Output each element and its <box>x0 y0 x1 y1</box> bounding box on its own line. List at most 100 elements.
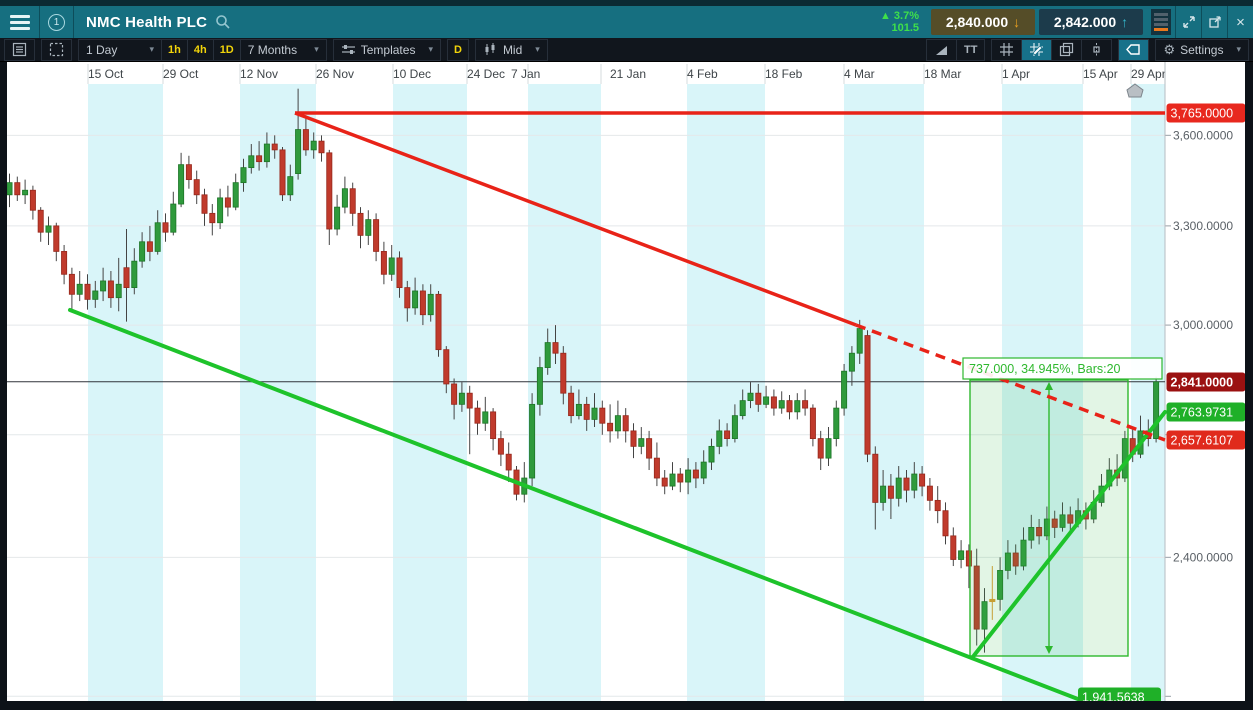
close-button[interactable]: × <box>1227 6 1253 38</box>
candle <box>716 430 723 447</box>
search-icon[interactable] <box>215 14 231 30</box>
templates-label: Templates <box>360 42 416 57</box>
main-menu-button[interactable] <box>0 6 40 38</box>
popout-window-button[interactable] <box>1201 6 1227 38</box>
depth-bar-active-icon <box>1154 28 1168 31</box>
expand-window-button[interactable] <box>1175 6 1201 38</box>
candle <box>326 152 333 230</box>
stripes-layer <box>87 64 1166 701</box>
order-ticket-button[interactable] <box>4 38 35 61</box>
change-percent: 3.7% <box>893 10 919 22</box>
candle <box>61 251 68 275</box>
candle <box>926 485 933 501</box>
candle <box>942 510 949 537</box>
layout-grid-button[interactable] <box>41 38 72 61</box>
depth-bar-icon <box>1154 18 1168 21</box>
candle <box>880 485 887 503</box>
period-dropdown[interactable]: 1 Day ▾ <box>78 38 162 61</box>
buy-price-button[interactable]: 2,842.000 ↑ <box>1039 9 1143 35</box>
x-axis-label: 18 Mar <box>924 67 961 81</box>
timeframe-1d-button[interactable]: 1D <box>213 38 241 61</box>
x-axis-label: 15 Oct <box>88 67 124 81</box>
measurement-annotation[interactable]: 737.000, 34.945%, Bars:20 <box>962 357 1163 380</box>
candle <box>217 197 224 224</box>
text-tool-button[interactable]: TT <box>957 38 986 61</box>
drawing-tools-button[interactable] <box>1022 38 1053 61</box>
price-badge <box>1166 402 1246 422</box>
cursor-pentagon-icon <box>1126 44 1141 55</box>
x-axis-label: 1 Apr <box>1002 67 1030 81</box>
candle <box>599 407 606 424</box>
candle <box>107 280 114 299</box>
candle <box>965 550 972 567</box>
support-trendlines[interactable] <box>68 308 1167 703</box>
price-badge <box>1166 103 1246 123</box>
candle <box>1028 527 1035 541</box>
hamburger-icon <box>9 14 30 18</box>
timeframe-4h-button[interactable]: 4h <box>187 38 214 61</box>
instrument-info-button[interactable]: 1 <box>40 6 74 38</box>
candle <box>357 212 364 236</box>
candle <box>1012 552 1019 567</box>
candle <box>817 438 824 459</box>
candle-dashed-icon <box>1093 43 1101 56</box>
candle <box>248 155 255 169</box>
candle <box>638 438 645 447</box>
trend-triangle-icon <box>936 46 947 55</box>
candle <box>872 453 879 503</box>
svg-text:2,841.0000: 2,841.0000 <box>1171 376 1234 390</box>
y-axis-label: 3,000.0000 <box>1173 318 1233 332</box>
candle <box>809 407 816 439</box>
candle <box>622 415 629 432</box>
templates-dropdown[interactable]: Templates ▾ <box>332 38 441 61</box>
gridlines-layer: 3,600.0000 3,300.0000 3,000.0000 2,400.0000… <box>7 62 1233 701</box>
market-depth-button[interactable] <box>1151 9 1171 35</box>
candle <box>646 438 653 459</box>
candle <box>997 570 1004 600</box>
settings-dropdown[interactable]: ⚙ Settings ▾ <box>1155 38 1249 61</box>
trend-tool-button[interactable] <box>926 38 957 61</box>
measurement-box[interactable] <box>969 379 1129 657</box>
candle <box>1067 514 1074 524</box>
price-down-arrow-icon: ↓ <box>1013 14 1021 30</box>
x-axis-label: 12 Nov <box>240 67 278 81</box>
candle <box>224 197 231 208</box>
price-type-label: Mid <box>502 42 523 57</box>
pointer-tool-button[interactable] <box>1118 38 1150 61</box>
candle-style-button[interactable] <box>1082 38 1113 61</box>
y-axis-label: 3,300.0000 <box>1173 219 1233 233</box>
candle <box>919 473 926 487</box>
candle <box>435 293 442 351</box>
duplicate-chart-button[interactable] <box>1052 38 1083 61</box>
candle <box>731 415 738 439</box>
candle <box>295 129 302 175</box>
price-change-readout: ▲ 3.7% 101.5 <box>880 10 919 34</box>
candle <box>1153 381 1160 439</box>
chart-canvas[interactable]: 3,600.0000 3,300.0000 3,000.0000 2,400.0000… <box>0 62 1253 710</box>
interval-badge-button[interactable]: D <box>446 38 469 61</box>
candle <box>287 176 294 196</box>
price-up-arrow-icon: ↑ <box>1121 14 1129 30</box>
candle <box>100 280 107 292</box>
candle <box>1036 527 1043 537</box>
candle <box>841 370 848 409</box>
svg-text:2,763.9731: 2,763.9731 <box>1171 406 1234 420</box>
candle <box>786 400 793 413</box>
grid-settings-button[interactable] <box>991 38 1023 61</box>
candle <box>53 225 60 252</box>
layers-icon <box>1060 42 1074 57</box>
candle <box>848 352 855 372</box>
timeframe-1h-button[interactable]: 1h <box>162 38 188 61</box>
candle <box>864 335 871 455</box>
sell-price-button[interactable]: 2,840.000 ↓ <box>931 9 1035 35</box>
resistance-trendlines[interactable] <box>294 111 1166 442</box>
sliders-icon <box>341 45 355 54</box>
scroll-to-end-marker[interactable] <box>1126 83 1144 98</box>
price-type-dropdown[interactable]: Mid ▾ <box>474 38 548 61</box>
chevron-down-icon: ▾ <box>149 44 154 54</box>
range-dropdown[interactable]: 7 Months ▾ <box>240 38 327 61</box>
candle <box>981 601 988 630</box>
candle <box>958 550 965 560</box>
candle <box>443 349 450 385</box>
